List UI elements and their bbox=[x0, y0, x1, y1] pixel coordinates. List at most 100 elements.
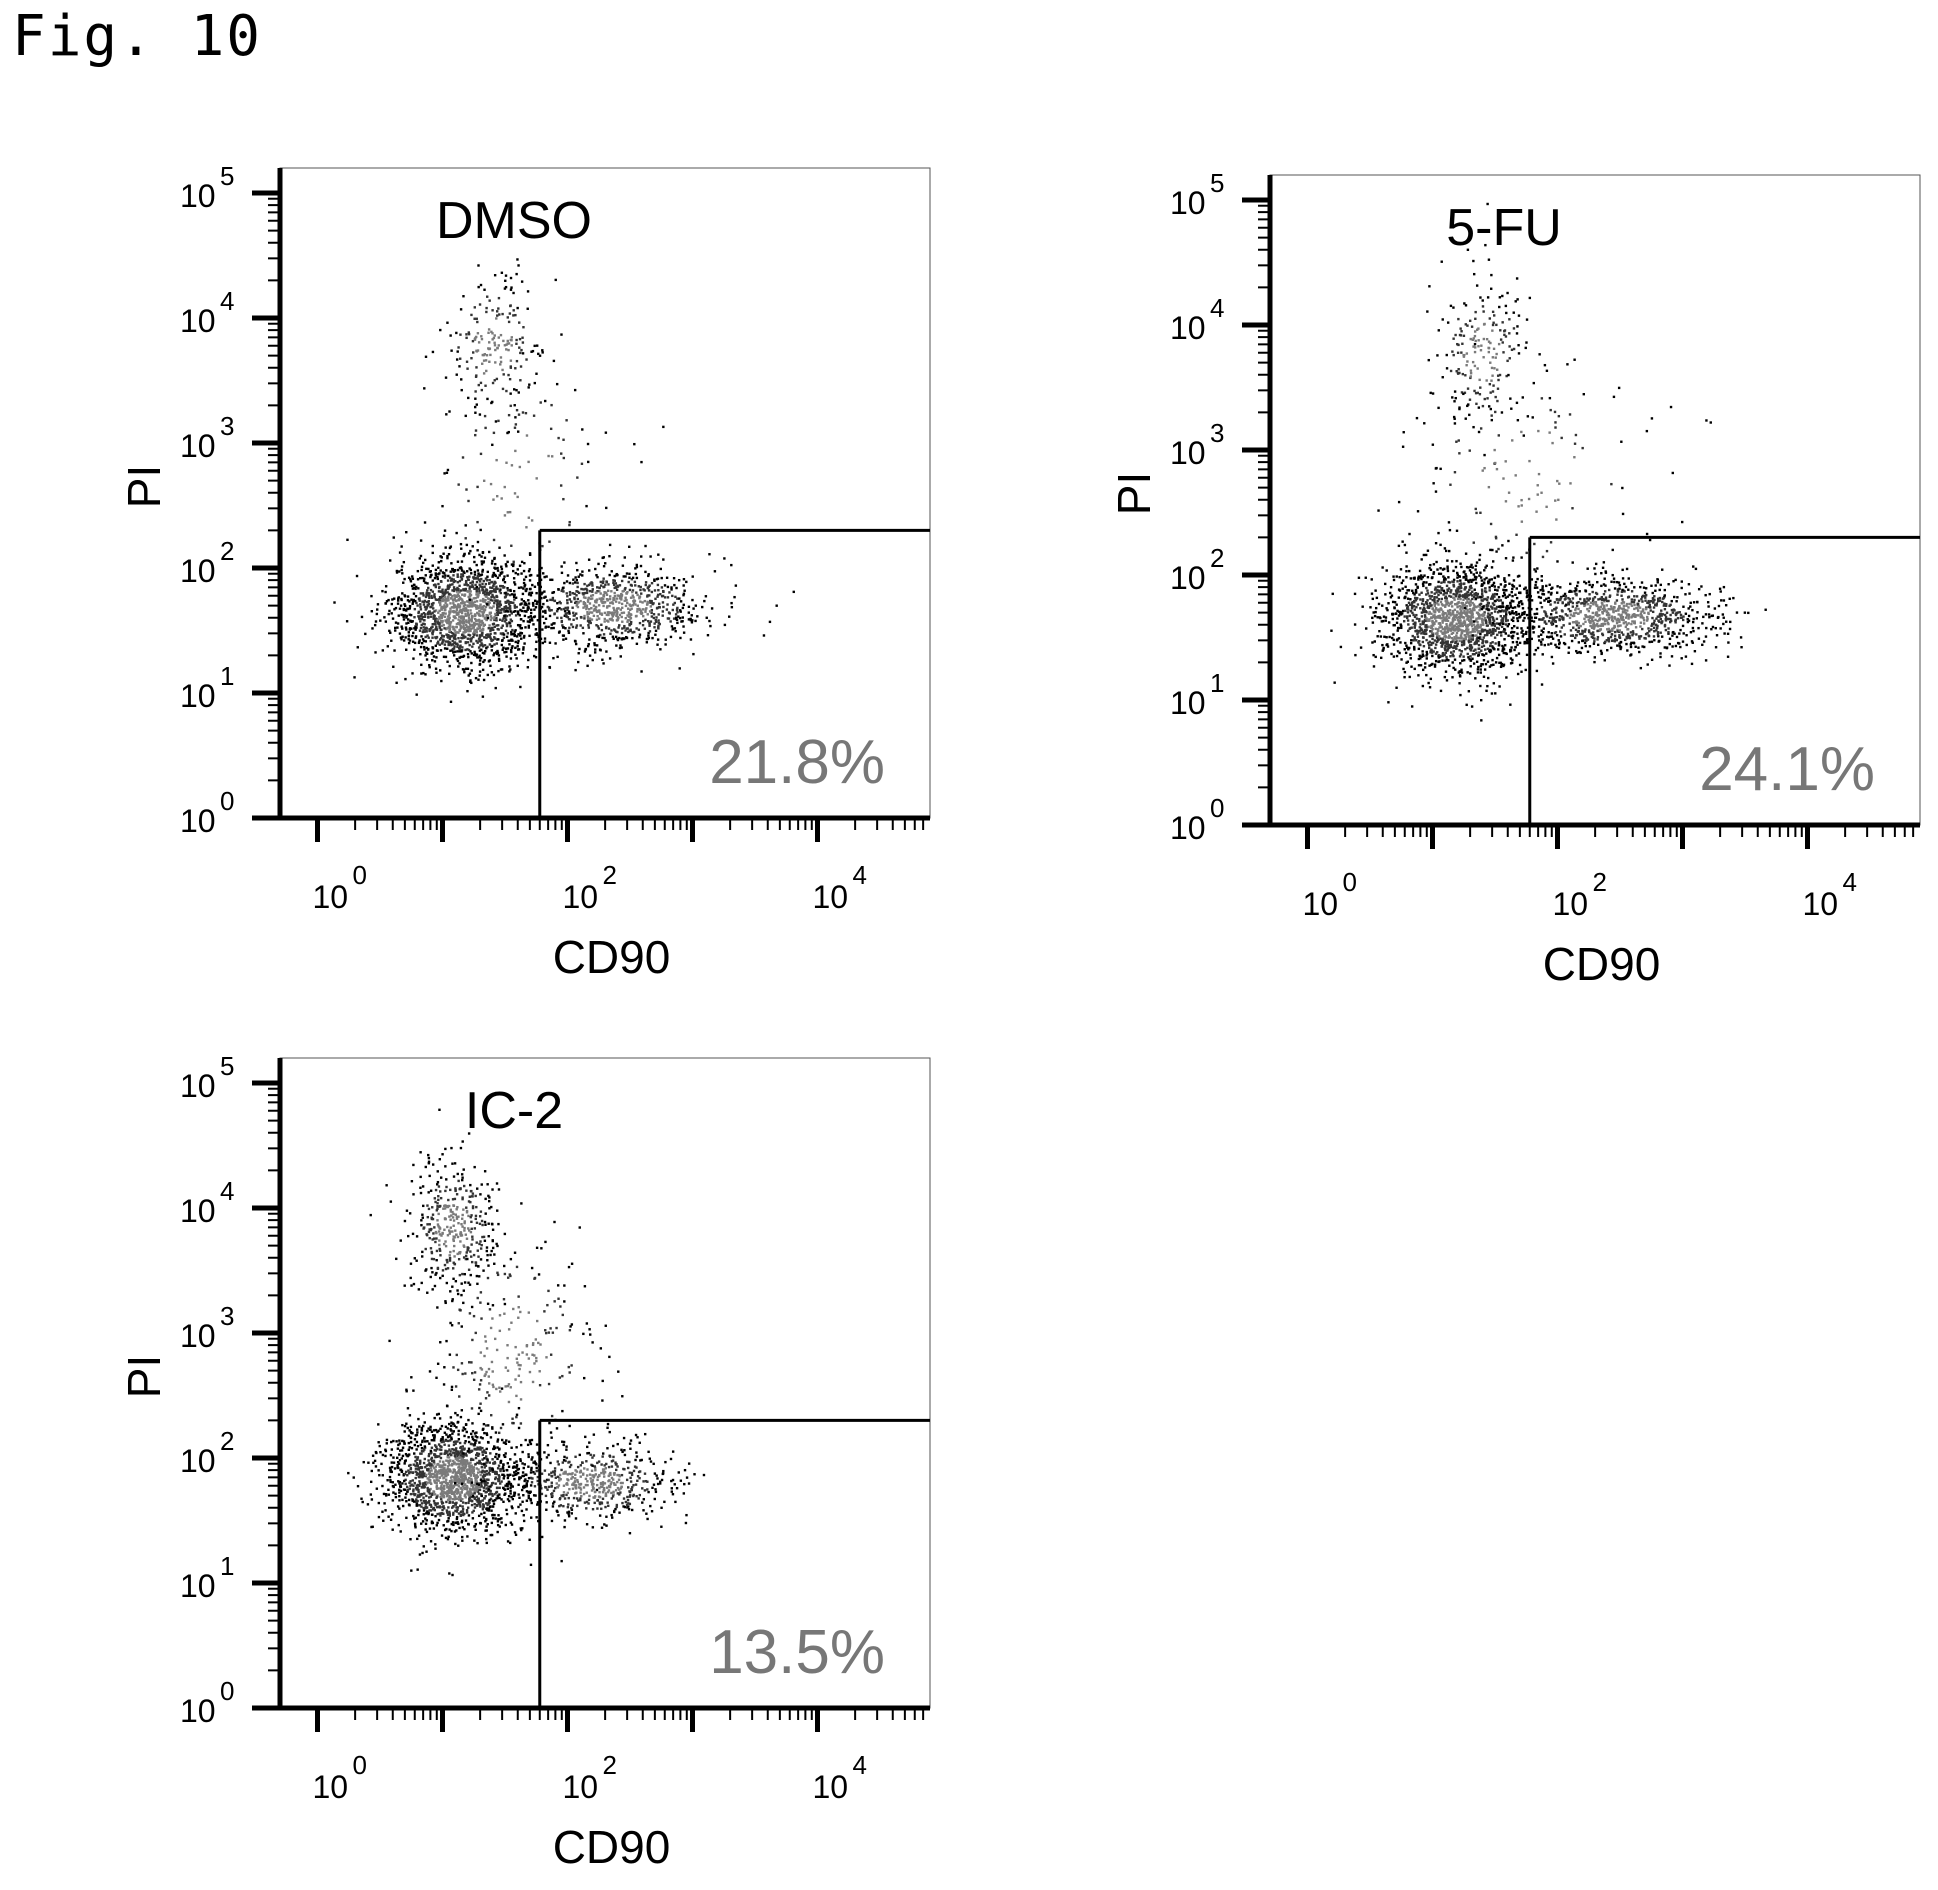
data-point bbox=[370, 595, 372, 597]
data-point bbox=[1447, 576, 1449, 578]
data-point bbox=[1536, 567, 1538, 569]
data-point bbox=[470, 586, 472, 588]
data-point bbox=[1439, 567, 1441, 569]
data-point bbox=[514, 367, 516, 369]
data-point bbox=[519, 686, 521, 688]
data-point bbox=[503, 586, 505, 588]
data-point bbox=[424, 616, 426, 618]
data-point bbox=[1519, 664, 1521, 666]
data-point bbox=[438, 561, 440, 563]
data-point bbox=[578, 576, 580, 578]
data-point bbox=[1437, 661, 1439, 663]
data-point bbox=[459, 333, 461, 335]
data-point bbox=[498, 574, 500, 576]
data-point bbox=[403, 608, 405, 610]
data-point bbox=[530, 609, 532, 611]
data-point bbox=[459, 596, 461, 598]
data-point bbox=[427, 568, 429, 570]
data-point bbox=[482, 669, 484, 671]
data-point bbox=[456, 626, 458, 628]
data-point bbox=[1534, 617, 1536, 619]
data-point bbox=[1456, 580, 1458, 582]
data-point bbox=[499, 363, 501, 365]
data-point bbox=[519, 614, 521, 616]
data-point bbox=[443, 472, 445, 474]
data-point bbox=[464, 630, 466, 632]
data-point bbox=[1435, 643, 1437, 645]
data-point bbox=[1446, 643, 1448, 645]
data-point bbox=[420, 646, 422, 648]
data-point bbox=[1495, 550, 1497, 552]
data-point bbox=[1681, 657, 1683, 659]
data-point bbox=[1514, 594, 1516, 596]
data-point bbox=[627, 608, 629, 610]
data-point bbox=[1648, 641, 1650, 643]
data-point bbox=[1424, 666, 1426, 668]
data-point bbox=[1614, 602, 1616, 604]
data-point bbox=[588, 597, 590, 599]
data-point bbox=[466, 367, 468, 369]
data-point bbox=[393, 597, 395, 599]
data-point bbox=[1444, 659, 1446, 661]
data-point bbox=[499, 588, 501, 590]
data-point bbox=[1655, 604, 1657, 606]
data-point bbox=[1468, 594, 1470, 596]
data-point bbox=[1455, 634, 1457, 636]
data-point bbox=[1628, 614, 1630, 616]
data-point bbox=[530, 594, 532, 596]
data-point bbox=[1523, 611, 1525, 613]
data-point bbox=[528, 517, 530, 519]
data-point bbox=[1420, 664, 1422, 666]
data-point bbox=[644, 600, 646, 602]
data-point bbox=[415, 626, 417, 628]
data-point bbox=[592, 594, 594, 596]
data-point bbox=[545, 618, 547, 620]
data-point bbox=[565, 419, 567, 421]
data-point bbox=[480, 335, 482, 337]
data-point bbox=[475, 366, 477, 368]
data-point bbox=[1525, 669, 1527, 671]
data-point bbox=[705, 595, 707, 597]
data-point bbox=[454, 595, 456, 597]
data-point bbox=[407, 595, 409, 597]
data-point bbox=[1705, 627, 1707, 629]
data-point bbox=[1464, 594, 1466, 596]
data-point bbox=[1460, 566, 1462, 568]
data-point bbox=[1440, 592, 1442, 594]
data-point bbox=[556, 656, 558, 658]
data-point bbox=[413, 616, 415, 618]
data-point bbox=[659, 648, 661, 650]
data-point bbox=[1405, 565, 1407, 567]
data-point bbox=[1507, 540, 1509, 542]
data-point bbox=[534, 382, 536, 384]
data-point bbox=[581, 428, 583, 430]
data-point bbox=[644, 619, 646, 621]
data-point bbox=[623, 590, 625, 592]
data-point bbox=[501, 497, 503, 499]
data-point bbox=[1503, 638, 1505, 640]
data-point bbox=[1600, 585, 1602, 587]
data-point bbox=[479, 413, 481, 415]
data-point bbox=[510, 359, 512, 361]
flow-plot-5fu: 1001011021031041051001021045-FU24.1%CD90… bbox=[1080, 157, 1938, 1007]
data-point bbox=[1494, 577, 1496, 579]
data-point bbox=[1540, 643, 1542, 645]
data-point bbox=[453, 654, 455, 656]
data-point bbox=[1459, 563, 1461, 565]
data-point bbox=[483, 289, 485, 291]
data-point bbox=[403, 618, 405, 620]
data-point bbox=[463, 605, 465, 607]
data-point bbox=[429, 628, 431, 630]
data-point bbox=[1382, 649, 1384, 651]
data-point bbox=[515, 423, 517, 425]
data-point bbox=[1458, 649, 1460, 651]
data-point bbox=[1426, 599, 1428, 601]
data-point bbox=[1381, 644, 1383, 646]
data-point bbox=[1618, 613, 1620, 615]
data-point bbox=[651, 582, 653, 584]
data-point bbox=[503, 554, 505, 556]
data-point bbox=[420, 664, 422, 666]
data-point bbox=[512, 611, 514, 613]
data-point bbox=[628, 624, 630, 626]
data-point bbox=[510, 651, 512, 653]
